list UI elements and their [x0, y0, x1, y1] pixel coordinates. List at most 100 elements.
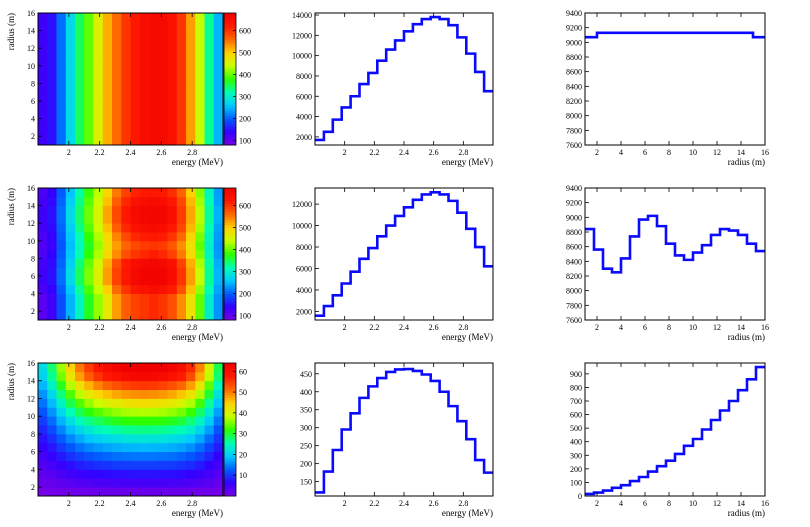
histogram-line: [585, 214, 765, 274]
y-tick-label: 8200: [566, 272, 582, 281]
heatmap-cell: [75, 65, 85, 75]
colorbar-frame: [223, 187, 237, 321]
heatmap-cell: [56, 487, 67, 497]
heatmap-cell: [158, 101, 168, 111]
heatmap-cell: [93, 363, 104, 373]
heatmap-cell: [84, 442, 94, 453]
heatmap-cell: [121, 363, 131, 373]
heatmap-cell: [139, 451, 150, 461]
heatmap-cell: [167, 371, 178, 382]
heatmap-cell: [102, 188, 113, 198]
colorbar-segment: [224, 94, 236, 98]
heatmap-cell: [149, 380, 159, 390]
heatmap-cell: [38, 258, 48, 268]
y-tick-label: 6: [31, 97, 35, 106]
y-tick-label: 14: [27, 377, 35, 386]
heatmap-cell: [112, 240, 122, 250]
heatmap-cell: [93, 232, 104, 242]
colorbar-tick-label: 300: [239, 268, 251, 277]
heatmap-cell: [121, 451, 131, 461]
heatmap-cell: [75, 83, 85, 93]
y-tick-label: 8: [31, 254, 35, 263]
heatmap-cell: [176, 451, 187, 461]
colorbar-segment: [224, 408, 236, 412]
heatmap-cell: [176, 311, 187, 321]
heatmap-cell: [38, 469, 48, 479]
y-tick-label: 6000: [296, 264, 312, 273]
heatmap-cell: [176, 196, 187, 206]
heatmap-cell: [47, 240, 57, 250]
heatmap-cell: [158, 39, 168, 49]
heatmap-cell: [139, 398, 150, 408]
heatmap-cell: [213, 311, 224, 321]
heatmap-cell: [56, 451, 67, 461]
heatmap-cell: [38, 214, 48, 224]
heatmap-cell: [75, 371, 85, 382]
heatmap-cell: [186, 249, 196, 259]
x-tick-label: 2: [343, 323, 347, 332]
heatmap-cell: [56, 109, 67, 119]
colorbar-segment: [224, 20, 236, 24]
heatmap-cell: [176, 433, 187, 444]
heatmap-cell: [204, 442, 215, 453]
heatmap-cell: [213, 276, 224, 286]
heatmap-cell: [56, 460, 67, 470]
heatmap-cell: [213, 214, 224, 224]
heatmap-cell: [204, 48, 215, 58]
heatmap-cell: [186, 127, 196, 137]
heatmap-cell: [158, 48, 168, 58]
heatmap-cell: [204, 276, 215, 286]
y-tick-label: 2: [31, 132, 35, 141]
heatmap-cell: [158, 407, 168, 417]
heatmap-cell: [65, 407, 76, 417]
x-tick-label: 4: [619, 148, 623, 157]
heatmap-cell: [47, 451, 57, 461]
heatmap-cell: [84, 433, 94, 444]
heatmap-cell: [167, 39, 178, 49]
heatmap-cell: [93, 442, 104, 453]
colorbar-segment: [224, 39, 236, 43]
x-tick-label: 2.6: [429, 323, 439, 332]
y-tick-label: 14: [27, 27, 35, 36]
heatmap-cell: [112, 83, 122, 93]
heatmap-cell: [47, 469, 57, 479]
heatmap-cell: [130, 487, 141, 497]
heatmap-cell: [112, 30, 122, 40]
heatmap-cell: [102, 196, 113, 206]
heatmap-cell: [38, 451, 48, 461]
heatmap-cell: [176, 284, 187, 294]
colorbar-segment: [224, 312, 236, 316]
x-tick-label: 2.8: [458, 499, 468, 508]
y-tick-label: 300: [300, 424, 312, 433]
heatmap-cell: [204, 92, 215, 102]
heatmap-cell: [130, 380, 141, 390]
heatmap-cell: [213, 460, 224, 470]
histogram-line: [585, 31, 765, 39]
chart-2-1: 100 200 300 400 500 600 2 2.2 2.4 2.6 2.8 2 4 6 8 10 12 1…: [6, 184, 251, 342]
heatmap-cell: [213, 284, 224, 294]
y-tick-label: 8000: [296, 243, 312, 252]
heatmap-cell: [130, 118, 141, 128]
heatmap-cell: [176, 118, 187, 128]
heatmap-cell: [84, 276, 94, 286]
heatmap-cell: [130, 258, 141, 268]
heatmap-cell: [195, 433, 205, 444]
heatmap-cell: [65, 39, 76, 49]
heatmap-cell: [75, 188, 85, 198]
heatmap-cell: [204, 407, 215, 417]
heatmap-cell: [149, 136, 159, 146]
heatmap-cell: [65, 232, 76, 242]
colorbar-segment: [224, 480, 236, 484]
colorbar-segment: [224, 60, 236, 64]
y-tick-label: 4: [31, 290, 35, 299]
heatmap-cell: [176, 380, 187, 390]
heatmap-cell: [130, 136, 141, 146]
heatmap-cell: [56, 284, 67, 294]
heatmap-cell: [186, 407, 196, 417]
heatmap-cell: [167, 249, 178, 259]
colorbar-tick-label: 30: [239, 430, 247, 439]
heatmap-cell: [130, 196, 141, 206]
heatmap-cell: [139, 83, 150, 93]
colorbar-segment: [224, 217, 236, 221]
heatmap-cell: [75, 276, 85, 286]
